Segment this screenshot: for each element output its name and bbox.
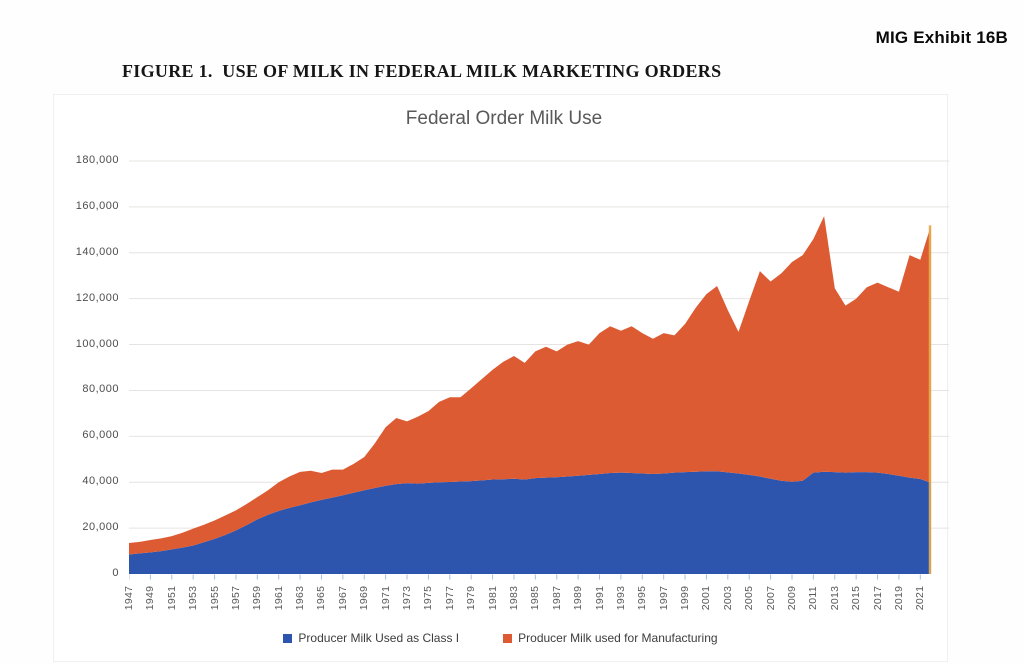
x-tick-label: 1995 xyxy=(636,585,649,611)
x-tick-label: 2005 xyxy=(743,585,756,611)
x-tick-label: 1951 xyxy=(165,585,178,611)
x-tick-label: 1981 xyxy=(486,585,499,611)
x-tick-label: 1949 xyxy=(144,585,157,611)
x-tick-label: 1961 xyxy=(272,585,285,611)
x-tick-label: 1993 xyxy=(614,585,627,611)
figure-caption: FIGURE 1. USE OF MILK IN FEDERAL MILK MA… xyxy=(122,61,722,81)
x-tick-label: 2013 xyxy=(828,585,841,611)
x-tick-label: 1963 xyxy=(294,585,307,611)
y-tick-label: 160,000 xyxy=(75,199,119,212)
manufacturing-legend-swatch xyxy=(503,633,513,643)
x-tick-label: 1983 xyxy=(507,585,520,611)
x-tick-label: 1967 xyxy=(336,585,349,611)
x-tick-label: 1997 xyxy=(657,585,670,611)
x-tick-label: 1973 xyxy=(401,585,414,611)
x-tick-label: 2017 xyxy=(871,585,884,611)
y-tick-label: 100,000 xyxy=(75,337,119,350)
y-tick-label: 0 xyxy=(112,567,119,579)
x-tick-label: 2001 xyxy=(700,585,713,611)
chart-container: Federal Order Milk Use 0 20,000 40,000 60,0… xyxy=(53,94,949,662)
x-tick-label: 2011 xyxy=(807,586,820,610)
stacked-area-plot xyxy=(129,160,949,580)
x-tick-label: 1975 xyxy=(422,585,435,611)
class1-area xyxy=(129,471,931,574)
x-tick-label: 1999 xyxy=(679,585,692,611)
legend-item-class1: Producer Milk Used as Class I xyxy=(283,631,459,645)
y-tick-label: 80,000 xyxy=(82,383,119,396)
x-tick-label: 1989 xyxy=(572,585,585,611)
x-tick-label: 1959 xyxy=(251,585,264,611)
x-tick-label: 2007 xyxy=(764,585,777,611)
x-tick-label: 1953 xyxy=(187,585,200,611)
x-tick-label: 1985 xyxy=(529,585,542,611)
x-tick-label: 1987 xyxy=(550,585,563,611)
x-tick-label: 2019 xyxy=(892,585,905,611)
x-tick-label: 1965 xyxy=(315,585,328,611)
x-tick-label: 1979 xyxy=(465,585,478,611)
x-tick-label: 1957 xyxy=(229,585,242,611)
x-tick-label: 2009 xyxy=(785,585,798,611)
manufacturing-area xyxy=(129,216,931,555)
class1-legend-swatch xyxy=(283,633,293,643)
x-tick-label: 1947 xyxy=(123,585,135,611)
x-tick-label: 1991 xyxy=(593,585,606,611)
manufacturing-legend-label: Producer Milk used for Manufacturing xyxy=(518,631,718,645)
chart-title: Federal Order Milk Use xyxy=(405,108,603,129)
x-tick-label: 1971 xyxy=(379,585,392,611)
x-tick-label: 2015 xyxy=(850,585,863,611)
class1-legend-label: Producer Milk Used as Class I xyxy=(298,631,460,645)
x-tick-label: 2021 xyxy=(914,585,927,611)
y-tick-label: 120,000 xyxy=(75,291,119,304)
x-tick-label: 1969 xyxy=(358,585,371,611)
y-tick-label: 60,000 xyxy=(82,429,119,442)
y-tick-label: 180,000 xyxy=(75,154,119,166)
legend: Producer Milk Used as Class I Producer M… xyxy=(54,631,947,645)
y-tick-label: 140,000 xyxy=(75,245,119,258)
x-tick-label: 1955 xyxy=(208,585,221,611)
exhibit-label: MIG Exhibit 16B xyxy=(875,28,1008,47)
legend-item-manufacturing: Producer Milk used for Manufacturing xyxy=(503,631,718,645)
x-tick-label: 1977 xyxy=(443,585,456,611)
x-tick-label: 2003 xyxy=(721,585,734,611)
y-tick-label: 20,000 xyxy=(82,521,119,534)
y-tick-label: 40,000 xyxy=(82,475,119,488)
